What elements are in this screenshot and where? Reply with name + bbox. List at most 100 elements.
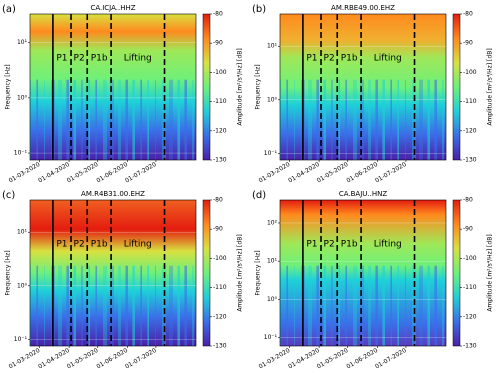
x-tick-label: 01-06-2020 <box>345 347 379 371</box>
spectrogram-streak <box>353 79 354 160</box>
colorbar-tick-label: -130 <box>463 157 477 164</box>
spectrogram-image <box>30 14 196 160</box>
spectrogram-streak <box>81 79 83 160</box>
spectrogram-streak <box>162 79 163 160</box>
spectrogram-streak <box>301 79 302 160</box>
spectrogram-image <box>280 200 446 346</box>
spectrogram-streak <box>435 265 437 346</box>
x-tick-label: 01-03-2020 <box>258 347 292 371</box>
spectrogram-streak <box>125 265 128 346</box>
spectrogram-streak <box>376 79 378 160</box>
spectrogram-streak <box>308 265 309 346</box>
spectrogram-streak <box>36 265 38 346</box>
spectrogram-streak <box>301 265 302 346</box>
spectrogram-streak <box>360 79 361 160</box>
y-tick-label: 10¹ <box>267 43 278 50</box>
spectrogram-streak <box>286 79 288 160</box>
spectrogram-streak <box>44 79 45 160</box>
y-tick-label: 10⁰ <box>17 282 28 289</box>
colorbar-tick-label: -100 <box>213 255 227 262</box>
spectrogram-streak <box>125 79 128 160</box>
spectrogram-streak <box>412 265 413 346</box>
plot-frame <box>29 13 197 161</box>
phase-label: P1b <box>91 239 108 249</box>
spectrogram-streak <box>375 265 378 346</box>
colorbar-tick-label: -110 <box>463 98 477 105</box>
spectrogram-streak <box>376 265 378 346</box>
colorbar-tick-label: -100 <box>463 255 477 262</box>
spectrogram-streak <box>360 265 361 346</box>
spectrogram-streak <box>89 265 90 346</box>
spectrogram-streak <box>58 79 59 160</box>
spectrogram-streak <box>294 79 295 160</box>
spectrogram-streak <box>103 79 104 160</box>
y-axis-label: Frequency [Hz] <box>255 250 262 295</box>
spectrogram-streak <box>324 265 326 346</box>
x-tick-label: 01-04-2020 <box>287 161 321 185</box>
spectrogram-streak <box>133 265 135 346</box>
spectrogram-streak <box>390 265 392 346</box>
spectrogram-streak <box>391 79 392 160</box>
spectrogram-streak <box>287 265 288 346</box>
spectrogram-streak <box>286 265 288 346</box>
x-tick-label: 01-05-2020 <box>66 161 100 185</box>
colorbar-tick-label: -100 <box>463 69 477 76</box>
spectrogram-streak <box>126 79 128 160</box>
spectrogram-streak <box>412 79 413 160</box>
colorbar-tick-label: -90 <box>463 40 473 47</box>
spectrogram-streak <box>162 265 163 346</box>
phase-label: P1 <box>56 53 67 63</box>
spectrogram-streak <box>67 265 69 346</box>
spectrogram-streak <box>74 265 76 346</box>
spectrogram-streak <box>192 79 194 160</box>
spectrogram-streak <box>30 265 31 346</box>
spectrogram-streak <box>59 265 62 346</box>
phase-label: P1b <box>341 239 358 249</box>
phase-label: P1b <box>341 53 358 63</box>
spectrogram-streak <box>58 265 59 346</box>
spectrogram-streak <box>141 265 142 346</box>
x-tick-label: 01-07-2020 <box>124 347 158 371</box>
spectrogram-streak <box>353 265 354 346</box>
phase-label: P1 <box>56 239 67 249</box>
spectrogram-streak <box>104 265 107 346</box>
spectrogram-streak <box>37 79 38 160</box>
spectrogram-streak <box>323 265 326 346</box>
spectrogram-streak <box>51 265 52 346</box>
spectrogram-streak <box>428 265 430 346</box>
spectrogram-streak <box>339 265 340 346</box>
spectrogram-streak <box>96 265 97 346</box>
x-tick-label: 01-07-2020 <box>374 347 408 371</box>
spectrogram-streak <box>331 265 333 346</box>
spectrogram-streak <box>36 79 38 160</box>
spectrogram-streak <box>382 265 385 346</box>
y-tick-label: 10⁰ <box>267 296 278 303</box>
spectrogram-streak <box>51 79 52 160</box>
spectrogram-streak <box>442 265 444 346</box>
spectrogram-streak <box>103 265 104 346</box>
y-tick-label: 10¹ <box>267 258 278 265</box>
spectrogram-streak <box>178 79 180 160</box>
spectrogram-streak <box>368 265 371 346</box>
y-tick-label: 10⁰ <box>267 96 278 103</box>
colorbar-tick-label: -80 <box>213 11 223 18</box>
colorbar-tick-label: -80 <box>463 11 473 18</box>
phase-label: Lifting <box>124 239 152 249</box>
spectrogram-streak <box>317 265 319 346</box>
y-tick-label: 10¹ <box>17 39 28 46</box>
spectrogram-streak <box>413 265 416 346</box>
spectrogram-streak <box>339 79 340 160</box>
spectrogram-streak <box>368 79 371 160</box>
spectrogram-streak <box>331 79 333 160</box>
spectrogram-streak <box>163 79 166 160</box>
y-axis-label: Frequency [Hz] <box>5 64 12 109</box>
plot-frame <box>279 13 447 161</box>
x-tick-label: 01-05-2020 <box>66 347 100 371</box>
spectrogram-streak <box>420 79 423 160</box>
colorbar-tick-label: -90 <box>463 226 473 233</box>
spectrogram-streak <box>81 265 83 346</box>
x-tick-label: 01-07-2020 <box>374 161 408 185</box>
spectrogram-streak <box>287 79 288 160</box>
spectrogram-streak <box>382 79 385 160</box>
